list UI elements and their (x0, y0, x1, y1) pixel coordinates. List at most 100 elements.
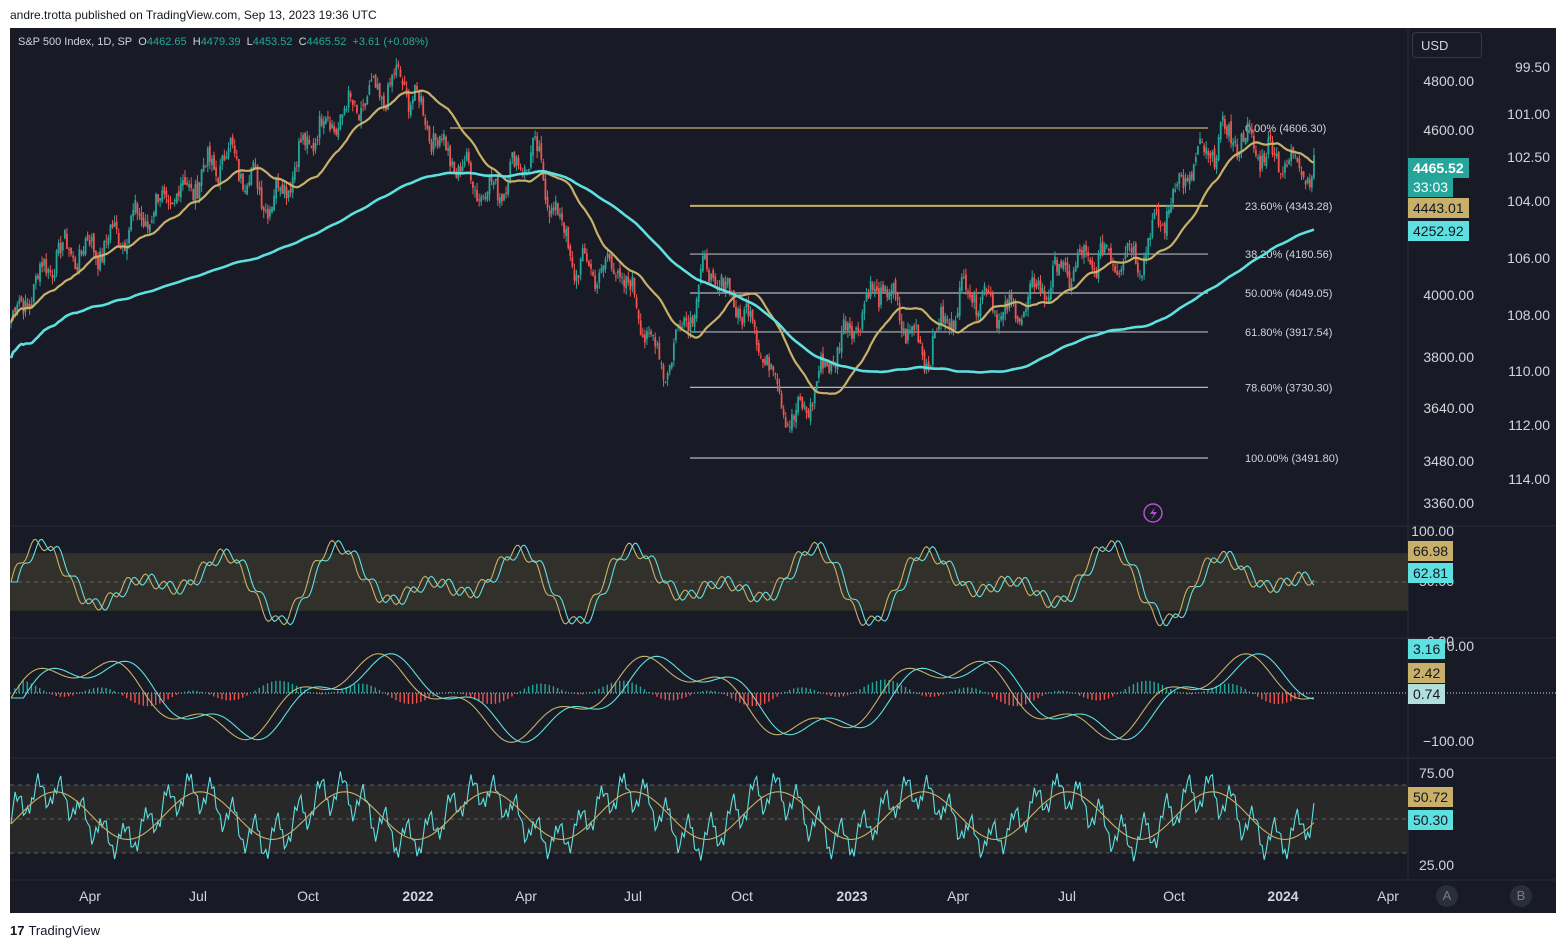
candle-body (1300, 171, 1303, 175)
candle-body (490, 175, 493, 182)
candle-body (643, 334, 646, 343)
scale-button-a[interactable]: A (1436, 885, 1458, 907)
candle-body (799, 396, 802, 401)
candle-body (751, 309, 754, 321)
candle-body (913, 325, 916, 330)
macd-hist-bar (975, 688, 977, 693)
candle-body (30, 303, 33, 307)
currency-button[interactable]: USD (1412, 32, 1482, 58)
tradingview-logo[interactable]: 17 TradingView (10, 923, 100, 938)
candle-body (1273, 153, 1276, 156)
macd-hist-bar (92, 688, 95, 693)
candle-body (911, 326, 913, 334)
candle-body (791, 414, 793, 431)
macd-hist-bar (1269, 693, 1271, 703)
rsi-tag: 50.30 (1408, 810, 1454, 830)
candle-body (1296, 157, 1299, 162)
candle-body (687, 321, 690, 332)
candle-body (1039, 280, 1042, 294)
candle-body (994, 311, 996, 313)
candle-body (559, 214, 561, 217)
flash-icon[interactable] (1143, 503, 1163, 523)
symbol-label[interactable]: S&P 500 Index, 1D, SP (18, 36, 133, 48)
macd-hist-bar (875, 680, 878, 693)
candle-body (1132, 246, 1135, 253)
candle-body (47, 268, 50, 273)
candle-body (372, 76, 375, 78)
macd-hist-bar (652, 693, 654, 695)
candle-body (575, 275, 578, 282)
macd-hist-bar (631, 682, 633, 693)
macd-hist-bar (1236, 685, 1238, 693)
macd-hist-tag: 0.74 (1408, 684, 1446, 704)
candle-body (194, 184, 197, 204)
candle-body (820, 355, 822, 372)
time-axis-label: Apr (515, 888, 537, 904)
time-axis-label: Apr (1377, 888, 1399, 904)
candle-body (1078, 249, 1081, 252)
candle-body (420, 95, 423, 103)
macd-hist-bar (664, 693, 666, 700)
oscillator-panes (10, 538, 1556, 862)
time-axis[interactable]: Apr Jul Oct 2022 Apr Jul Oct 2023 Apr Jul Oct 2024 A… (10, 882, 1410, 910)
candle-body (24, 300, 27, 312)
candle-body (896, 292, 899, 301)
candle-body (314, 142, 317, 150)
candle-body (1095, 272, 1098, 278)
candle-body (552, 207, 555, 211)
candle-body (1230, 121, 1232, 144)
candle-body (1037, 280, 1040, 286)
price-axis-tick: 4800.00 (1423, 73, 1474, 89)
macd-hist-bar (1091, 693, 1093, 700)
ma-fast-line (10, 89, 1315, 395)
chart-canvas[interactable]: 0.00% (4606.30)23.60% (4343.28)38.20% (4… (10, 28, 1556, 913)
candle-body (1027, 296, 1029, 310)
candle-body (146, 221, 149, 229)
candle-body (1302, 171, 1305, 178)
candle-body (1203, 145, 1206, 153)
macd-hist-bar (511, 693, 513, 697)
macd-hist-bar (333, 692, 335, 693)
candle-body (969, 291, 971, 298)
last-price-tag: 4465.52 (1408, 158, 1469, 178)
candle-body (57, 242, 60, 254)
scale-button-b[interactable]: B (1510, 885, 1532, 907)
chart-area[interactable]: 0.00% (4606.30) 23.60% (4343.28) 38.20% (4… (10, 28, 1556, 913)
candle-body (1062, 262, 1065, 269)
candle-body (1118, 273, 1121, 275)
candle-body (492, 181, 495, 185)
candle-body (393, 73, 396, 75)
candle-body (921, 346, 924, 356)
candle-body (977, 312, 980, 317)
fibonacci-retracement[interactable]: 0.00% (4606.30)23.60% (4343.28)38.20% (4… (450, 123, 1339, 465)
macd-hist-bar (577, 693, 579, 695)
stoch-d-line (11, 538, 1315, 627)
secondary-axis-tick: 106.00 (1507, 250, 1550, 266)
candle-body (72, 255, 75, 258)
candle-body (1070, 283, 1073, 291)
macd-hist-bar (213, 693, 215, 697)
candle-body (973, 293, 976, 303)
candle-body (213, 155, 215, 170)
candle-body (849, 322, 851, 329)
macd-hist-bar (958, 688, 961, 693)
macd-hist-bar (859, 689, 861, 693)
candle-body (561, 213, 563, 221)
macd-hist-bar (208, 693, 211, 695)
macd-hist-bar (320, 693, 323, 695)
candle-body (443, 133, 445, 141)
candle-body (324, 118, 327, 125)
macd-hist-bar (1294, 693, 1296, 700)
ma-slow-line (10, 169, 1315, 374)
candle-body (244, 190, 246, 193)
macd-hist-bar (55, 693, 57, 696)
candle-body (594, 275, 597, 290)
candle-body (915, 325, 918, 327)
macd-hist-bar (14, 688, 16, 693)
candle-body (1217, 137, 1220, 161)
candle-body (474, 189, 476, 191)
candle-body (438, 136, 441, 146)
candle-body (1155, 209, 1158, 211)
candle-body (1279, 173, 1282, 175)
candle-body (743, 309, 746, 323)
